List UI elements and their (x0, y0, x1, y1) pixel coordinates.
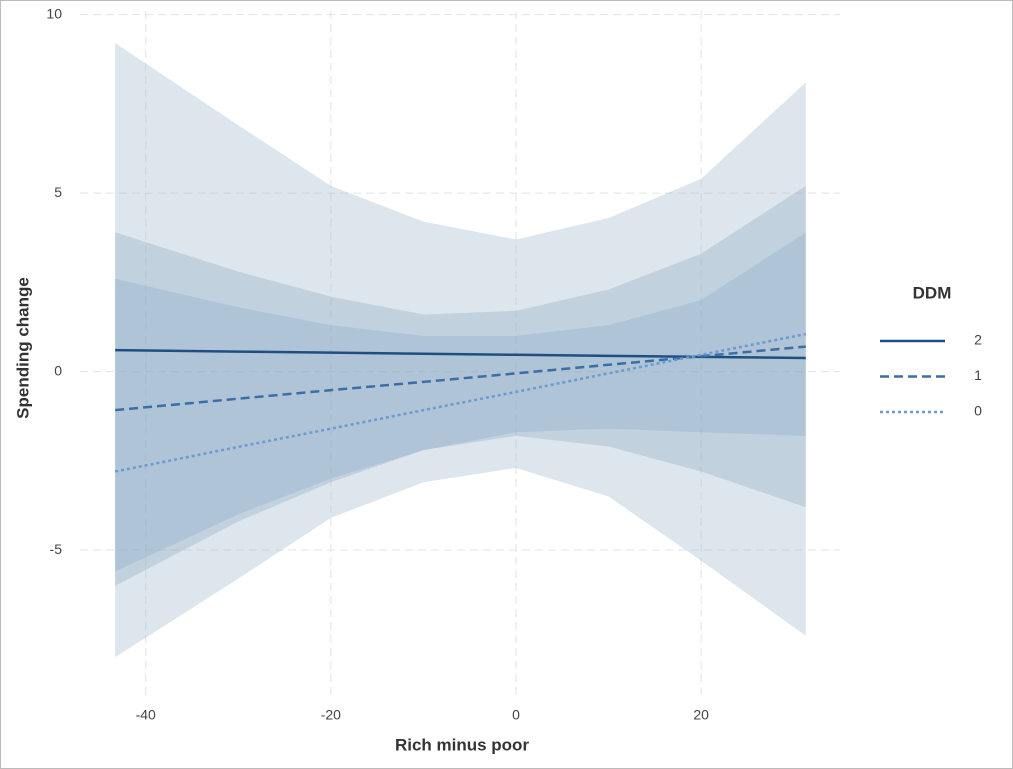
legend-label: 0 (974, 403, 982, 419)
y-tick-label: -5 (50, 541, 63, 557)
x-axis-title: Rich minus poor (395, 735, 530, 754)
y-axis-title: Spending change (13, 277, 32, 419)
x-tick-label: 20 (693, 707, 709, 723)
legend-label: 1 (974, 367, 982, 383)
confidence-ribbon (115, 232, 806, 572)
legend-label: 2 (974, 332, 982, 348)
series-line (115, 348, 806, 360)
x-tick-label: 0 (512, 707, 520, 723)
plot-area: -5 0 5 10 -40 -20 0 20 (46, 5, 840, 723)
series-line (115, 345, 806, 412)
confidence-ribbon (115, 185, 806, 586)
legend-title: DDM (913, 283, 952, 302)
y-tick-label: 10 (46, 5, 62, 21)
y-tick-label: 5 (54, 184, 62, 200)
series-line (114, 332, 806, 473)
x-tick-label: -20 (321, 707, 341, 723)
x-tick-label: -40 (136, 707, 156, 723)
confidence-ribbon (115, 43, 806, 658)
y-tick-label: 0 (54, 362, 62, 378)
